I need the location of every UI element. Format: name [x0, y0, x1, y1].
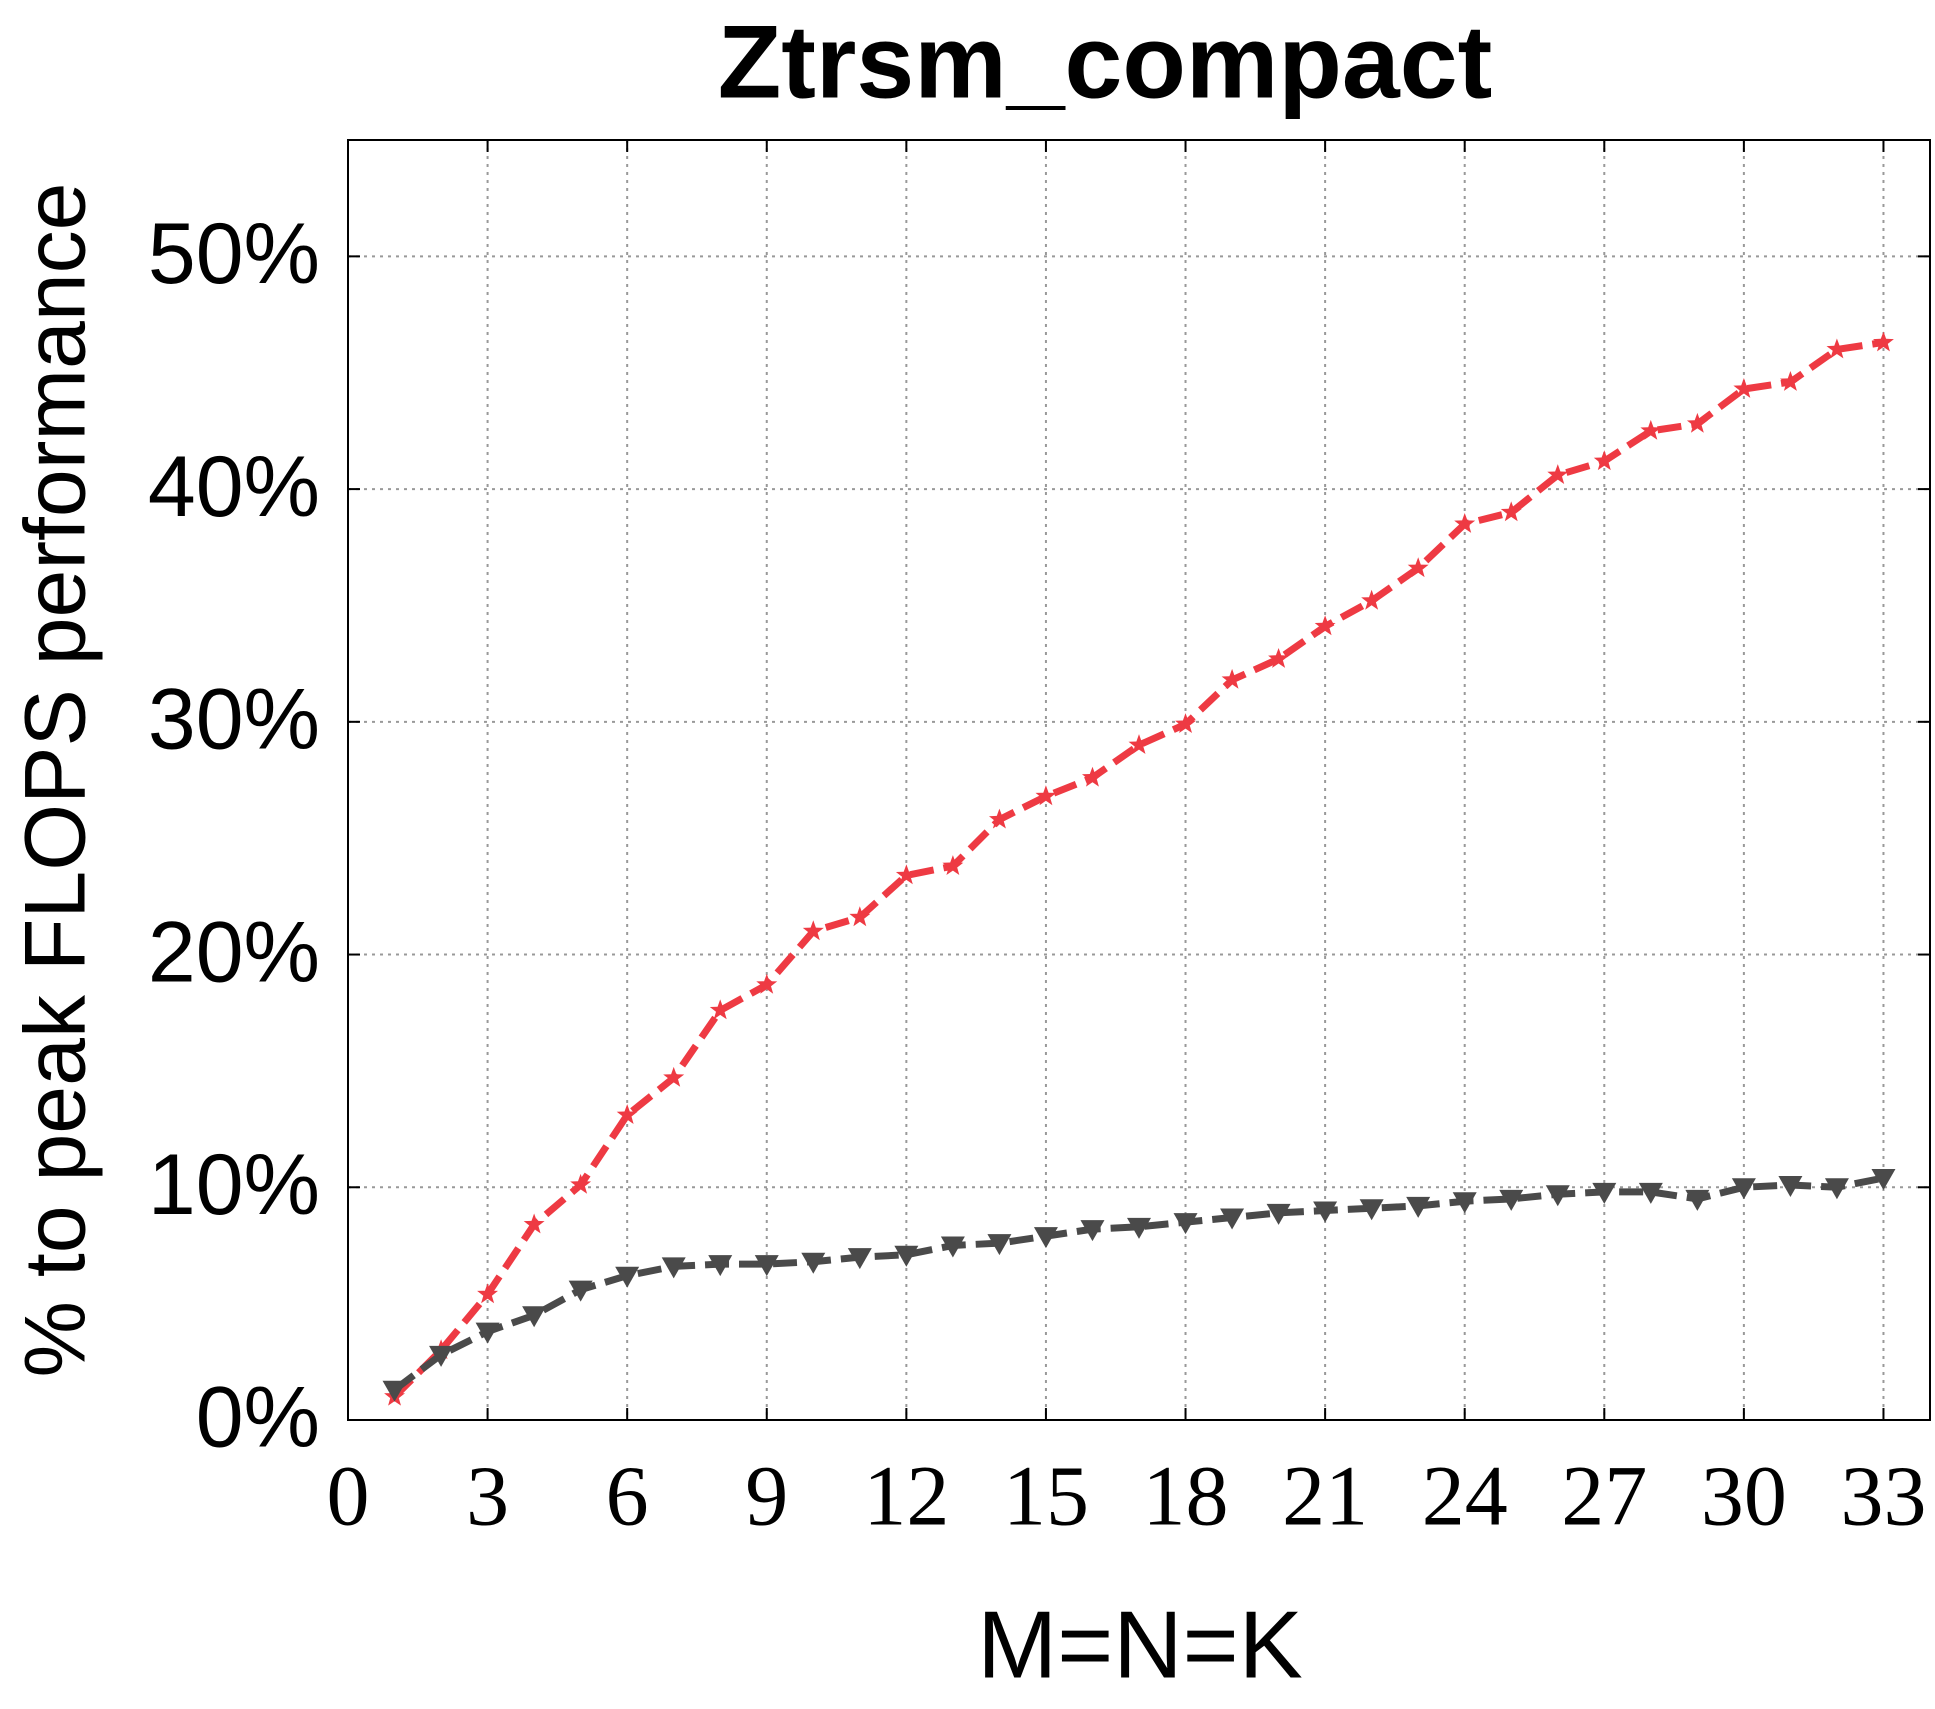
series-marker: [615, 1266, 640, 1288]
series-marker: [801, 1252, 826, 1274]
x-tick-label: 30: [1701, 1448, 1787, 1544]
series-marker: [1361, 589, 1383, 610]
series-marker: [1454, 513, 1476, 533]
x-tick-label: 12: [863, 1448, 949, 1544]
series-marker: [1638, 1182, 1663, 1204]
series-marker: [1452, 1192, 1477, 1214]
series-marker: [1640, 419, 1662, 440]
series-marker: [1547, 464, 1569, 484]
series-marker: [570, 1173, 592, 1194]
series-line: [392, 1174, 1885, 1393]
series-marker: [429, 1345, 454, 1367]
x-tick-label: 24: [1422, 1448, 1508, 1544]
series-marker: [1268, 648, 1289, 668]
series-marker: [1871, 1168, 1896, 1190]
series-marker: [940, 1236, 965, 1258]
series-marker: [616, 1104, 638, 1124]
series-marker: [894, 1245, 919, 1267]
series-marker: [475, 1322, 500, 1344]
y-axis-label: % to peak FLOPS performance: [8, 182, 104, 1377]
series-marker: [1127, 1217, 1151, 1239]
series-marker: [1080, 1220, 1105, 1242]
series-marker: [1082, 766, 1103, 787]
series-marker: [522, 1306, 547, 1328]
series-marker: [1313, 1201, 1338, 1223]
series-marker: [1175, 713, 1196, 733]
plot-frame: [347, 139, 1931, 1421]
series-marker: [1873, 331, 1894, 352]
chart-title: Ztrsm_compact: [718, 4, 1492, 120]
series-marker: [1221, 668, 1243, 689]
x-tick-label: 3: [466, 1448, 509, 1544]
y-tick-label: 10%: [148, 1137, 320, 1233]
series-marker: [1220, 1208, 1245, 1230]
y-tick-label: 50%: [148, 206, 320, 302]
series-marker: [1593, 450, 1615, 471]
series-marker: [477, 1283, 498, 1304]
y-tick-label: 20%: [148, 904, 320, 1000]
series-marker: [1266, 1203, 1291, 1225]
series-marker: [942, 855, 964, 875]
series-marker: [1780, 371, 1801, 391]
series-marker: [1500, 501, 1522, 522]
x-tick-label: 9: [745, 1448, 788, 1544]
series-marker: [382, 1380, 407, 1402]
x-tick-label: 21: [1282, 1448, 1368, 1544]
series-marker: [756, 973, 778, 994]
series-marker: [895, 864, 917, 885]
y-tick-label: 40%: [148, 439, 320, 535]
x-tick-label: 27: [1561, 1448, 1647, 1544]
series-marker: [661, 1257, 686, 1279]
series-marker: [1733, 378, 1755, 398]
series-line: [392, 339, 1884, 1400]
series-marker: [1359, 1199, 1384, 1221]
x-tick-label: 18: [1143, 1448, 1229, 1544]
series-marker: [708, 1255, 733, 1277]
x-axis-label: M=N=K: [977, 1591, 1302, 1698]
series-marker: [1173, 1213, 1198, 1235]
series-marker: [987, 1234, 1012, 1256]
series-marker: [1685, 1189, 1710, 1211]
series-marker: [1499, 1189, 1524, 1211]
series-marker: [1545, 1185, 1570, 1207]
x-tick-label: 15: [1003, 1448, 1089, 1544]
y-tick-label: 30%: [148, 672, 320, 768]
series-marker: [1314, 615, 1336, 636]
series-marker: [1128, 734, 1150, 754]
series-marker: [1592, 1182, 1617, 1204]
series-marker: [709, 999, 731, 1020]
series-marker: [754, 1255, 779, 1277]
series-marker: [568, 1280, 593, 1302]
series-marker: [847, 1248, 872, 1270]
y-tick-label: 0%: [196, 1370, 320, 1466]
x-tick-label: 33: [1840, 1448, 1926, 1544]
x-tick-label: 0: [327, 1448, 370, 1544]
series-marker: [1826, 338, 1848, 359]
series-marker: [989, 808, 1010, 829]
series-marker: [1035, 785, 1057, 806]
series-marker: [849, 906, 871, 927]
series-marker: [1033, 1227, 1058, 1249]
series-marker: [1731, 1178, 1756, 1200]
series-marker: [1686, 412, 1708, 433]
series-marker: [1778, 1175, 1803, 1197]
x-tick-label: 6: [606, 1448, 649, 1544]
series-marker: [523, 1213, 545, 1234]
series-marker: [1406, 1196, 1431, 1218]
series-marker: [802, 920, 824, 941]
series-marker: [1407, 557, 1429, 578]
series-marker: [1824, 1178, 1849, 1200]
series-marker: [663, 1066, 685, 1087]
